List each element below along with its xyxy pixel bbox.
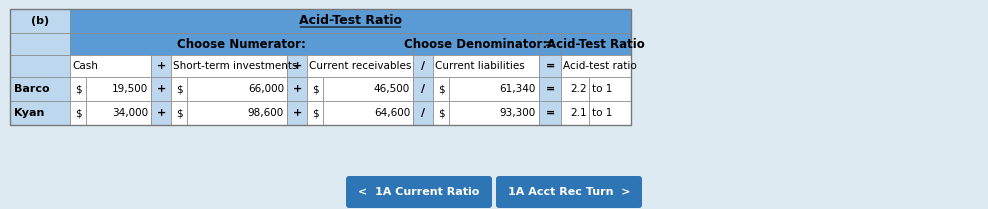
FancyBboxPatch shape bbox=[561, 33, 631, 55]
Text: /: / bbox=[421, 108, 425, 118]
Text: $: $ bbox=[311, 84, 318, 94]
FancyBboxPatch shape bbox=[10, 101, 70, 125]
Text: +: + bbox=[156, 84, 166, 94]
Text: 34,000: 34,000 bbox=[112, 108, 148, 118]
FancyBboxPatch shape bbox=[86, 101, 151, 125]
Text: =: = bbox=[545, 108, 554, 118]
Text: Kyan: Kyan bbox=[14, 108, 44, 118]
FancyBboxPatch shape bbox=[10, 77, 70, 101]
Text: Choose Numerator:: Choose Numerator: bbox=[177, 37, 306, 51]
Text: $: $ bbox=[75, 84, 81, 94]
Text: Cash: Cash bbox=[72, 61, 98, 71]
Text: $: $ bbox=[438, 108, 445, 118]
Text: /: / bbox=[421, 84, 425, 94]
Text: Short-term investments: Short-term investments bbox=[173, 61, 297, 71]
Text: to 1: to 1 bbox=[592, 84, 613, 94]
FancyBboxPatch shape bbox=[496, 176, 642, 208]
FancyBboxPatch shape bbox=[70, 33, 413, 55]
FancyBboxPatch shape bbox=[539, 77, 561, 101]
FancyBboxPatch shape bbox=[433, 77, 449, 101]
Text: 46,500: 46,500 bbox=[373, 84, 410, 94]
Text: Current receivables: Current receivables bbox=[309, 61, 411, 71]
FancyBboxPatch shape bbox=[171, 77, 187, 101]
FancyBboxPatch shape bbox=[10, 33, 70, 55]
Text: +: + bbox=[156, 108, 166, 118]
FancyBboxPatch shape bbox=[561, 101, 589, 125]
Text: 2.1: 2.1 bbox=[570, 108, 587, 118]
Text: <  1A Current Ratio: < 1A Current Ratio bbox=[359, 187, 480, 197]
Text: Barco: Barco bbox=[14, 84, 49, 94]
FancyBboxPatch shape bbox=[10, 55, 70, 77]
FancyBboxPatch shape bbox=[433, 101, 449, 125]
FancyBboxPatch shape bbox=[187, 101, 287, 125]
Text: to 1: to 1 bbox=[592, 108, 613, 118]
Text: 2.2: 2.2 bbox=[570, 84, 587, 94]
FancyBboxPatch shape bbox=[151, 77, 171, 101]
FancyBboxPatch shape bbox=[323, 101, 413, 125]
FancyBboxPatch shape bbox=[413, 101, 433, 125]
Text: 64,600: 64,600 bbox=[373, 108, 410, 118]
Text: $: $ bbox=[438, 84, 445, 94]
FancyBboxPatch shape bbox=[307, 77, 323, 101]
Text: $: $ bbox=[176, 108, 183, 118]
Text: 98,600: 98,600 bbox=[248, 108, 284, 118]
Text: 93,300: 93,300 bbox=[500, 108, 536, 118]
Text: +: + bbox=[156, 61, 166, 71]
FancyBboxPatch shape bbox=[70, 55, 151, 77]
FancyBboxPatch shape bbox=[151, 55, 171, 77]
FancyBboxPatch shape bbox=[589, 101, 631, 125]
FancyBboxPatch shape bbox=[539, 101, 561, 125]
Text: Choose Denominator:: Choose Denominator: bbox=[404, 37, 547, 51]
FancyBboxPatch shape bbox=[346, 176, 492, 208]
FancyBboxPatch shape bbox=[171, 55, 287, 77]
FancyBboxPatch shape bbox=[86, 77, 151, 101]
Text: =: = bbox=[545, 61, 554, 71]
Text: Acid-test ratio: Acid-test ratio bbox=[563, 61, 636, 71]
Text: 19,500: 19,500 bbox=[112, 84, 148, 94]
FancyBboxPatch shape bbox=[413, 77, 433, 101]
FancyBboxPatch shape bbox=[10, 9, 70, 33]
FancyBboxPatch shape bbox=[561, 77, 589, 101]
Text: +: + bbox=[292, 108, 301, 118]
FancyBboxPatch shape bbox=[70, 9, 631, 33]
Text: /: / bbox=[421, 61, 425, 71]
Text: Acid-Test Ratio: Acid-Test Ratio bbox=[299, 14, 402, 28]
Text: $: $ bbox=[176, 84, 183, 94]
Text: 66,000: 66,000 bbox=[248, 84, 284, 94]
FancyBboxPatch shape bbox=[287, 55, 307, 77]
Text: Acid-Test Ratio: Acid-Test Ratio bbox=[547, 37, 645, 51]
FancyBboxPatch shape bbox=[151, 101, 171, 125]
FancyBboxPatch shape bbox=[171, 101, 187, 125]
Text: $: $ bbox=[75, 108, 81, 118]
FancyBboxPatch shape bbox=[187, 77, 287, 101]
FancyBboxPatch shape bbox=[449, 77, 539, 101]
FancyBboxPatch shape bbox=[561, 55, 631, 77]
FancyBboxPatch shape bbox=[307, 101, 323, 125]
FancyBboxPatch shape bbox=[307, 55, 413, 77]
Text: 1A Acct Rec Turn  >: 1A Acct Rec Turn > bbox=[508, 187, 630, 197]
FancyBboxPatch shape bbox=[539, 33, 561, 55]
Text: Current liabilities: Current liabilities bbox=[435, 61, 525, 71]
FancyBboxPatch shape bbox=[539, 55, 561, 77]
Text: =: = bbox=[545, 84, 554, 94]
Text: =: = bbox=[545, 37, 555, 51]
FancyBboxPatch shape bbox=[287, 101, 307, 125]
FancyBboxPatch shape bbox=[413, 33, 539, 55]
FancyBboxPatch shape bbox=[70, 101, 86, 125]
FancyBboxPatch shape bbox=[70, 77, 86, 101]
FancyBboxPatch shape bbox=[323, 77, 413, 101]
FancyBboxPatch shape bbox=[589, 77, 631, 101]
Text: +: + bbox=[292, 61, 301, 71]
FancyBboxPatch shape bbox=[287, 77, 307, 101]
Text: (b): (b) bbox=[31, 16, 49, 26]
FancyBboxPatch shape bbox=[433, 55, 539, 77]
FancyBboxPatch shape bbox=[449, 101, 539, 125]
Text: 61,340: 61,340 bbox=[500, 84, 536, 94]
Text: +: + bbox=[292, 84, 301, 94]
FancyBboxPatch shape bbox=[413, 55, 433, 77]
Text: $: $ bbox=[311, 108, 318, 118]
